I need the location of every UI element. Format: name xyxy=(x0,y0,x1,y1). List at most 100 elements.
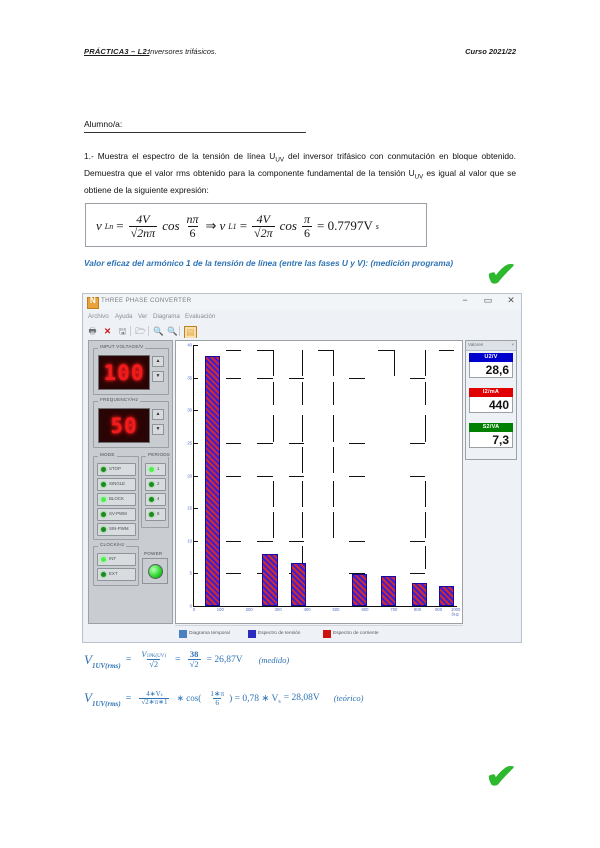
periods-button-2[interactable]: 2 xyxy=(145,478,166,491)
power-group: POWER xyxy=(141,551,168,584)
measurement-s2-label: S2/VA xyxy=(469,423,513,432)
bar-950hz xyxy=(438,585,454,606)
mode-button-sinpwm[interactable]: SIN-PWM xyxy=(97,523,136,536)
mode-label-stop: STOP xyxy=(109,466,121,471)
formula-cos-fraction-2: π 6 xyxy=(301,212,312,240)
xtick-300: 300 xyxy=(274,607,282,612)
formula-arrow: ⇒ xyxy=(205,218,217,233)
window-title: THREE PHASE CONVERTER xyxy=(101,297,192,304)
formula2-num1-sub: s xyxy=(160,692,163,698)
ytick-35: 35 xyxy=(187,375,192,381)
close-button[interactable]: ✕ xyxy=(507,295,515,305)
formula2-den1: √2∗π∗1 xyxy=(139,697,170,706)
tab-label-diagrama: Diagrama temporal xyxy=(189,631,230,636)
formula2-v-sub: 1UV(rms) xyxy=(91,700,121,709)
formula1-num2: 38 xyxy=(189,649,199,660)
formula1-v: V xyxy=(84,651,92,667)
mode-button-single[interactable]: SINGLE xyxy=(97,478,136,491)
header-practice: PRÁCTICA3 – L2: xyxy=(84,47,150,56)
formula2-v: V xyxy=(84,690,92,706)
waveform-icon xyxy=(179,629,187,638)
periods-button-1[interactable]: 1 xyxy=(145,463,166,476)
question-sub-1: UV xyxy=(275,156,284,164)
measurement-i2-value: 440 xyxy=(469,397,513,413)
periods-button-8[interactable]: 8 xyxy=(145,508,166,521)
delete-icon[interactable]: ✕ xyxy=(103,326,112,336)
ytick-5: 5 xyxy=(189,570,192,576)
frequency-display: 50 xyxy=(98,408,150,443)
menu-item-ayuda[interactable]: Ayuda xyxy=(115,313,133,320)
ytick-20: 20 xyxy=(187,473,192,478)
xtick-900: 900 xyxy=(435,607,443,612)
mode-button-block[interactable]: BLOCK xyxy=(97,493,136,506)
menu-item-archivo[interactable]: Archivo xyxy=(88,313,109,320)
zoom-in-icon[interactable]: 🔍 xyxy=(153,326,164,336)
xtick-500: 500 xyxy=(332,607,340,612)
frequency-group: FREQUENCY/Hz 50 ▲ ▼ xyxy=(93,397,169,448)
formula1-num1-v: V xyxy=(141,649,147,659)
formula2-num2: 1∗π xyxy=(210,689,225,698)
frequency-down-button[interactable]: ▼ xyxy=(152,424,164,435)
mode-label-block: BLOCK xyxy=(109,496,124,501)
formula1-v-sub: 1UV(rms) xyxy=(91,661,121,670)
formula-num-2: 4V xyxy=(256,212,270,227)
frequency-group-label: FREQUENCY/Hz xyxy=(98,397,141,402)
header-course: Curso 2021/22 xyxy=(465,47,516,56)
toolbar: 🖶 ✕ 🖫 🗁 🔍 🔍 ▤ xyxy=(83,324,521,339)
mode-group-label: MODE xyxy=(98,452,117,457)
formula2-fraction-2: 1∗π 6 xyxy=(208,690,226,707)
formula1-eq2: = xyxy=(175,654,181,666)
plot-area: 40 35 30 25 20 15 10 5 0 xyxy=(187,343,460,618)
voltage-down-button[interactable]: ▼ xyxy=(152,371,164,382)
question-text-3: es igual al valor que se obtiene de la s… xyxy=(84,167,516,195)
power-button[interactable] xyxy=(142,558,168,584)
formula1-fraction-1: V1PK(UV) √2 xyxy=(139,650,168,669)
frequency-up-button[interactable]: ▲ xyxy=(152,409,164,420)
formula-cos-den-1: 6 xyxy=(187,225,198,240)
print-icon[interactable]: 🖶 xyxy=(88,326,97,336)
formula2-cos: ∗ cos( xyxy=(176,692,202,703)
open-icon[interactable]: 🗁 xyxy=(135,326,146,336)
formula-cos-num-2: π xyxy=(303,212,310,227)
periods-button-4[interactable]: 4 xyxy=(145,493,166,506)
voltage-up-button[interactable]: ▲ xyxy=(152,356,164,367)
formula-den-2: √2π xyxy=(252,225,275,240)
mode-label-svpwm: SV-PWM xyxy=(109,511,127,516)
tab-espectro-corriente[interactable]: Espectro de corriente xyxy=(323,628,379,639)
bar-350hz xyxy=(291,563,307,606)
xtick-1000: 1000 xyxy=(451,607,461,612)
formula-num-1: 4V xyxy=(136,212,150,227)
minimize-button[interactable]: − xyxy=(462,295,468,305)
formula1-den2: √2 xyxy=(187,659,201,670)
measurements-close-icon[interactable]: × xyxy=(511,342,514,347)
periods-group: PERIODS 1 2 4 8 xyxy=(141,452,173,528)
application-window: THREE PHASE CONVERTER − ▭ ✕ Archivo Ayud… xyxy=(82,293,522,643)
mode-button-svpwm[interactable]: SV-PWM xyxy=(97,508,136,521)
measurements-panel: Valores × U2/V 28,6 I2/mA 440 S2/VA 7,3 xyxy=(465,340,517,460)
chart-tabs: Diagrama temporal Espectro de tensión Es… xyxy=(175,625,463,641)
formula-vln-sub: Ln xyxy=(104,221,114,231)
measurements-titlebar: Valores × xyxy=(466,341,516,351)
formula-vl1: v xyxy=(219,218,226,233)
tab-diagrama-temporal[interactable]: Diagrama temporal xyxy=(179,628,230,639)
measurement-i2-label: I2/mA xyxy=(469,388,513,397)
menu-item-evaluacion[interactable]: Evaluación xyxy=(185,313,216,320)
clock-button-int[interactable]: INT xyxy=(97,553,136,566)
maximize-button[interactable]: ▭ xyxy=(483,295,493,305)
mode-label-single: SINGLE xyxy=(109,481,126,486)
menu-item-diagrama[interactable]: Diagrama xyxy=(153,313,180,320)
clock-button-ext[interactable]: EXT xyxy=(97,568,136,581)
mode-button-stop[interactable]: STOP xyxy=(97,463,136,476)
checkmark-top: ✔ xyxy=(484,256,518,294)
tab-espectro-tension[interactable]: Espectro de tensión xyxy=(248,628,300,639)
zoom-out-icon[interactable]: 🔍 xyxy=(167,326,178,336)
formula-result-sub: s xyxy=(375,221,379,231)
bottom-formula-2: V 1UV(rms) = 4∗Vs √2∗π∗1 ∗ cos( 1∗π 6 ) =… xyxy=(84,690,363,709)
xtick-0: 0 xyxy=(192,607,196,612)
save-icon[interactable]: 🖫 xyxy=(118,326,127,336)
power-indicator-icon xyxy=(148,564,163,579)
measurement-u2-label: U2/V xyxy=(469,353,513,362)
formula-cos-den-2: 6 xyxy=(301,225,312,240)
formula-fraction-2: 4V √2π xyxy=(252,212,275,240)
menu-item-ver[interactable]: Ver xyxy=(138,313,148,320)
